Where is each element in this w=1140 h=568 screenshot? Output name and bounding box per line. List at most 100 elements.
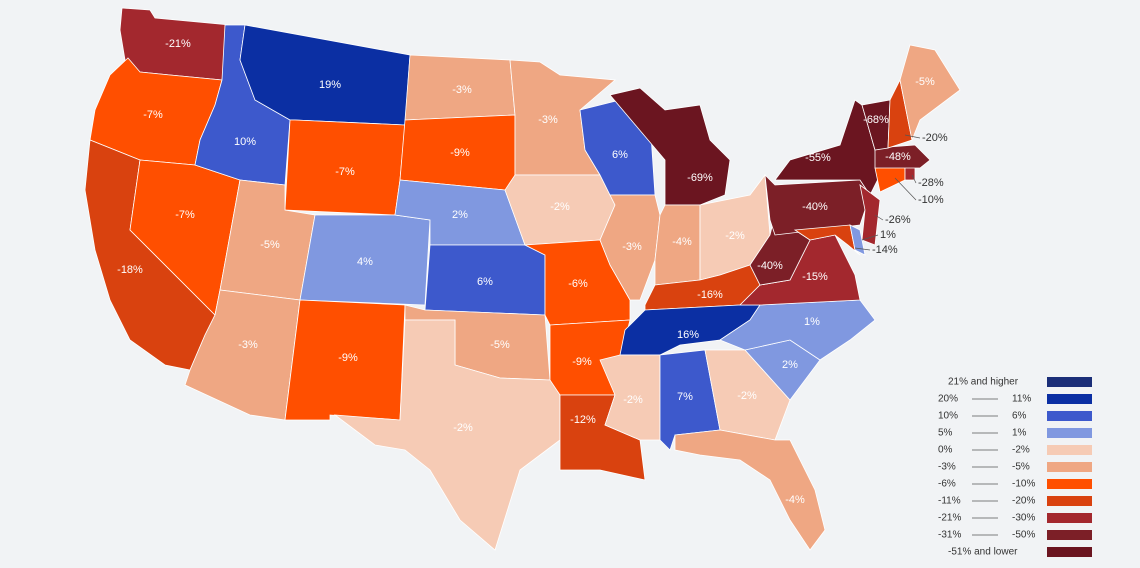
state-label: -15%	[802, 271, 828, 283]
legend-swatch	[1047, 462, 1092, 472]
state-label: 4%	[357, 256, 373, 268]
legend-swatch	[1047, 547, 1092, 557]
state-label: -5%	[490, 339, 510, 351]
legend-from: -11%	[938, 496, 961, 507]
legend-swatch	[1047, 445, 1092, 455]
state-label: -14%	[872, 244, 898, 256]
state-label: -5%	[260, 239, 280, 251]
state-label: -69%	[687, 172, 713, 184]
legend-swatch	[1047, 479, 1092, 489]
state-label: -9%	[338, 352, 358, 364]
state	[899, 44, 961, 142]
legend-swatch	[1047, 377, 1092, 387]
state-label: -55%	[805, 152, 831, 164]
state-label: -7%	[335, 166, 355, 178]
state-label: 2%	[452, 209, 468, 221]
state-label: -21%	[165, 38, 191, 50]
legend-from: 5%	[938, 428, 953, 439]
leader-line	[874, 214, 884, 221]
state-label: -7%	[143, 109, 163, 121]
legend-from: 10%	[938, 411, 958, 422]
state-label: -26%	[885, 214, 911, 226]
state	[719, 299, 876, 361]
state-label: -20%	[922, 132, 948, 144]
legend-swatch	[1047, 411, 1092, 421]
states	[84, 7, 961, 551]
state-label: -4%	[672, 236, 692, 248]
state-label: 6%	[612, 149, 628, 161]
legend-swatch	[1047, 394, 1092, 404]
state	[599, 354, 661, 441]
leader-line	[861, 234, 879, 241]
state	[299, 214, 431, 306]
leader-line	[854, 247, 871, 251]
state-label: -5%	[915, 76, 935, 88]
legend-from: -6%	[938, 479, 956, 490]
state-label: 1%	[804, 316, 820, 328]
state-label: -68%	[863, 114, 889, 126]
state-label: -2%	[550, 201, 570, 213]
state-label: -3%	[622, 241, 642, 253]
state	[333, 319, 561, 551]
legend-swatch	[1047, 530, 1092, 540]
legend-label: 21% and higher	[948, 377, 1019, 388]
leader-line	[904, 134, 921, 139]
state-label: 6%	[477, 276, 493, 288]
state	[609, 87, 731, 206]
state-label: -12%	[570, 414, 596, 426]
state-label: -40%	[802, 201, 828, 213]
state-label: -18%	[117, 264, 143, 276]
legend-to: -10%	[1012, 479, 1035, 490]
state	[599, 194, 661, 301]
state	[849, 224, 866, 256]
state-labels: -21% -7% -18% -7% 10% 19% -7% -5% 4% -3% -9% -3% -9%…	[117, 38, 948, 506]
state-label: 7%	[677, 391, 693, 403]
state-label: -9%	[572, 356, 592, 368]
legend-from: -3%	[938, 462, 956, 473]
state	[859, 184, 881, 246]
legend-to: 1%	[1012, 428, 1027, 439]
state-label: -9%	[450, 147, 470, 159]
state-label: -28%	[918, 177, 944, 189]
state-label: -2%	[725, 230, 745, 242]
state-label: -3%	[238, 339, 258, 351]
state	[874, 144, 931, 169]
legend-to: -20%	[1012, 496, 1035, 507]
leader-line	[894, 177, 917, 201]
state-label: 1%	[880, 229, 896, 241]
state-label: -10%	[918, 194, 944, 206]
legend-swatch	[1047, 513, 1092, 523]
state-label: 2%	[782, 359, 798, 371]
state-label: -6%	[568, 278, 588, 290]
state-label: -2%	[737, 390, 757, 402]
legend-to: -50%	[1012, 530, 1035, 541]
state-label: 10%	[234, 136, 256, 148]
state-label: -7%	[175, 209, 195, 221]
state-label: -2%	[453, 422, 473, 434]
state	[704, 349, 791, 441]
legend-from: -31%	[938, 530, 961, 541]
leader-line	[911, 174, 917, 184]
state-label: -4%	[785, 494, 805, 506]
state-label: 16%	[677, 329, 699, 341]
legend-from: 0%	[938, 445, 953, 456]
legend-from: 20%	[938, 394, 958, 405]
state-label: -3%	[452, 84, 472, 96]
legend-to: 11%	[1012, 394, 1031, 405]
legend-to: -5%	[1012, 462, 1030, 473]
legend-swatch	[1047, 496, 1092, 506]
legend-swatch	[1047, 428, 1092, 438]
legend-to: -2%	[1012, 445, 1030, 456]
legend-to: -30%	[1012, 513, 1035, 524]
state-label: -3%	[538, 114, 558, 126]
state-label: -2%	[623, 394, 643, 406]
legend-to: 6%	[1012, 411, 1027, 422]
state-label: 19%	[319, 79, 341, 91]
state-label: -16%	[697, 289, 723, 301]
state	[674, 429, 826, 551]
legend: 21% and higher 20% 11% 10% 6% 5% 1% 0% -2% -3% -5%…	[938, 377, 1092, 558]
legend-label: -51% and lower	[948, 547, 1018, 558]
legend-from: -21%	[938, 513, 961, 524]
state-label: -48%	[885, 151, 911, 163]
